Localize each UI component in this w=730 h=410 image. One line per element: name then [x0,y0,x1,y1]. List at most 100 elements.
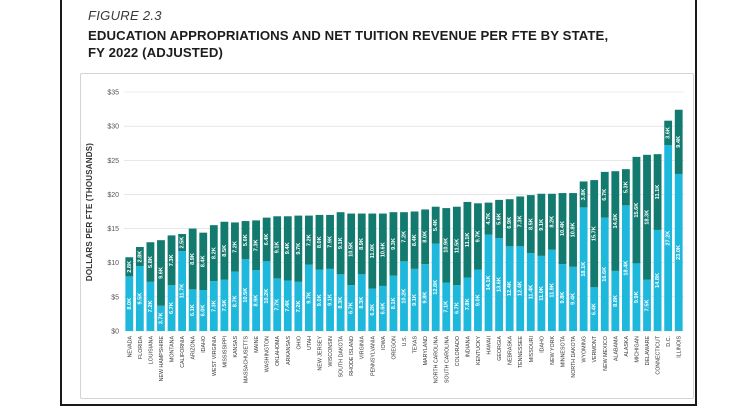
bar-appropriations [558,264,567,331]
bar-appropriations [590,287,599,331]
bar-value-label: 8.2K [549,216,555,228]
bar-net-tuition [463,201,472,278]
bar-value-label: 9.4K [571,293,577,305]
x-tick-label: GEORGIA [497,336,503,361]
bar-value-label: 10.9K [444,238,450,253]
bar-appropriations [209,281,218,331]
bar-value-label: 8.5K [222,245,228,257]
bar-value-label: 9.8K [560,292,566,304]
x-tick-label: SOUTH CAROLINA [444,336,450,384]
bar-appropriations [304,264,313,331]
x-tick-label: DELAWARE [645,336,651,366]
bar-net-tuition [146,242,155,282]
bar-net-tuition [188,228,197,290]
bar-value-label: 15.6K [634,203,640,218]
bar-value-label: 23.0K [676,245,682,260]
bar-appropriations [135,266,144,331]
bar-net-tuition [632,156,641,264]
bar-value-label: 4.7K [486,213,492,225]
bar-value-label: 3.8K [581,189,587,201]
bar-appropriations [495,238,504,331]
bar-appropriations [463,277,472,331]
bar-appropriations [579,207,588,331]
x-tick-label: ILLINOIS [677,336,683,358]
bar-net-tuition [389,212,398,276]
bar-appropriations [537,255,546,331]
bar-value-label: 9.1K [412,294,418,306]
bar-appropriations [621,205,630,331]
x-tick-label: MISSISSIPPI [222,336,228,368]
x-tick-label: MASSACHUSETTS [244,336,250,384]
bar-value-label: 8.5K [528,218,534,230]
bar-value-label: 8.1K [391,297,397,309]
bar-value-label: 6.9K [507,217,513,229]
bar-value-label: 8.4K [412,234,418,246]
bar-value-label: 14.1K [486,275,492,290]
x-tick-label: WYOMING [582,336,588,362]
x-tick-label: IOWA [381,336,387,350]
x-tick-label: COLORADO [455,336,461,366]
bar-value-label: 6.7K [169,302,175,314]
bar-value-label: 9.1K [539,219,545,231]
bar-net-tuition [537,193,546,256]
bar-value-label: 18.3K [645,210,651,225]
x-tick-label: MAINE [254,336,260,353]
bar-appropriations [410,268,419,331]
bar-value-label: 8.0K [423,231,429,243]
x-tick-label: NORTH DAKOTA [571,336,577,378]
bar-value-label: 6.4K [264,234,270,246]
bar-net-tuition [548,193,556,250]
bar-value-label: 8.9K [359,238,365,250]
bar-value-label: 8.8K [613,295,619,307]
y-tick-label: $35 [107,90,119,97]
x-tick-label: IDAHO [539,336,545,353]
bar-net-tuition [579,181,588,208]
bar-net-tuition [643,154,651,280]
bar-appropriations [199,290,208,331]
bar-value-label: 7.2K [232,241,238,253]
y-tick-label: $0 [111,329,119,336]
bar-appropriations [431,243,440,331]
bar-value-label: 10.5K [243,288,249,303]
bar-value-label: 9.6K [158,267,164,279]
bar-net-tuition [336,212,345,275]
bar-net-tuition [294,215,303,282]
bar-appropriations [347,285,356,331]
bar-value-label: 27.2K [666,231,672,246]
bar-appropriations [421,264,430,331]
bar-value-label: 7.9K [328,236,334,248]
y-tick-label: $15 [107,226,119,233]
x-tick-label: IDAHO [201,336,207,353]
bar-appropriations [336,274,345,331]
bar-appropriations [357,274,366,331]
bar-appropriations [220,279,229,331]
x-tick-label: SOUTH DAKOTA [339,336,345,378]
bar-value-label: 8.3K [359,297,365,309]
bar-value-label: 11.4K [528,285,534,300]
bar-net-tuition [558,193,567,265]
bar-net-tuition [442,208,451,283]
x-tick-label: ARIZONA [191,336,197,360]
bar-appropriations [252,270,260,331]
x-tick-label: TEXAS [413,336,419,354]
bar-appropriations [378,285,387,331]
x-tick-label: NEBRASKA [508,336,514,365]
bar-value-label: 7.2K [401,231,407,243]
bar-value-label: 8.7K [232,295,238,307]
bar-value-label: 18.4K [623,261,629,276]
x-tick-label: ALASKA [624,336,630,357]
bar-appropriations [548,249,556,331]
bar-net-tuition [199,232,208,291]
bar-net-tuition [516,196,525,247]
bar-appropriations [526,253,535,331]
bar-value-label: 8.2K [211,247,217,259]
bar-value-label: 12.4K [518,281,524,296]
bar-value-label: 12.8K [433,280,439,295]
bar-value-label: 9.8K [423,292,429,304]
x-tick-label: NORTH CAROLINA [434,336,440,384]
bar-value-label: 15.7K [592,226,598,241]
bar-value-label: 14.6K [613,214,619,229]
bar-net-tuition [505,199,514,247]
x-tick-label: OHIO [296,336,302,350]
bar-appropriations [653,229,662,331]
